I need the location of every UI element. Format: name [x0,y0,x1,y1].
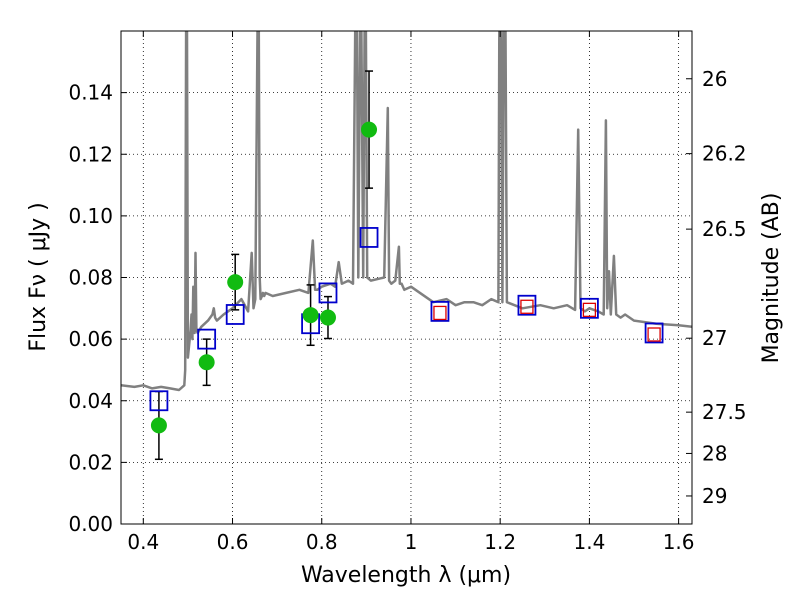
x-tick-label: 1.2 [484,530,516,554]
right-tick-label: 27.5 [702,400,747,424]
observed-point [319,309,336,326]
synthetic-square [579,297,599,319]
right-tick-label: 26.2 [702,142,747,166]
synthetic-square [644,322,664,344]
synthetic-square [225,304,245,325]
right-tick-label: 28 [702,441,727,465]
right-tick-label: 26 [702,67,727,91]
x-tick-label: 0.8 [306,530,338,554]
synthetic-square [359,227,379,248]
y-tick-label: 0.08 [68,266,113,290]
observed-point [361,121,378,138]
observed-photometry-points [150,121,378,434]
observed-point [302,307,319,324]
y-tick-label: 0.10 [68,204,113,228]
right-tick-label: 27 [702,326,727,350]
synthetic-square [318,282,338,304]
x-axis-ticks: 0.4 0.6 0.8 1 1.2 1.4 1.6 [127,31,695,554]
x-tick-label: 0.6 [217,530,249,554]
right-axis-ticks: 26 26.2 26.5 27 27.5 28 29 [686,67,747,508]
y-tick-label: 0.06 [68,327,113,351]
observed-point [198,354,215,371]
y-axis-label: Flux Fν ( μJy ) [26,202,51,351]
y-tick-label: 0.02 [68,450,113,474]
y-tick-label: 0.00 [68,512,113,536]
synthetic-square-nir [647,327,661,342]
synthetic-photometry-nir-squares [433,299,661,342]
y-tick-label: 0.12 [68,142,113,166]
synthetic-square [197,328,217,350]
right-tick-label: 26.5 [702,217,747,241]
y-tick-label: 0.04 [68,389,113,413]
y-axis-ticks: 0.00 0.02 0.04 0.06 0.08 0.10 0.12 0.14 [68,81,127,536]
synthetic-photometry-squares [149,227,664,412]
synthetic-square [517,294,537,316]
synthetic-square-nir [433,305,447,321]
synthetic-square-nir [520,299,534,314]
plot-area [121,31,692,461]
right-axis-label: Magnitude (AB) [759,193,784,364]
x-axis-label: Wavelength λ (μm) [301,563,511,588]
x-tick-label: 1 [405,530,418,554]
synthetic-square-nir [582,302,597,318]
observed-point [150,417,167,434]
synthetic-square [149,390,169,412]
observed-point [227,274,244,291]
right-tick-label: 29 [702,484,727,508]
x-tick-label: 0.4 [127,530,159,554]
model-spectrum-line [121,31,692,392]
x-tick-label: 1.4 [573,530,605,554]
x-tick-label: 1.6 [663,530,695,554]
y-tick-label: 0.14 [68,81,113,105]
synthetic-square [430,300,450,322]
